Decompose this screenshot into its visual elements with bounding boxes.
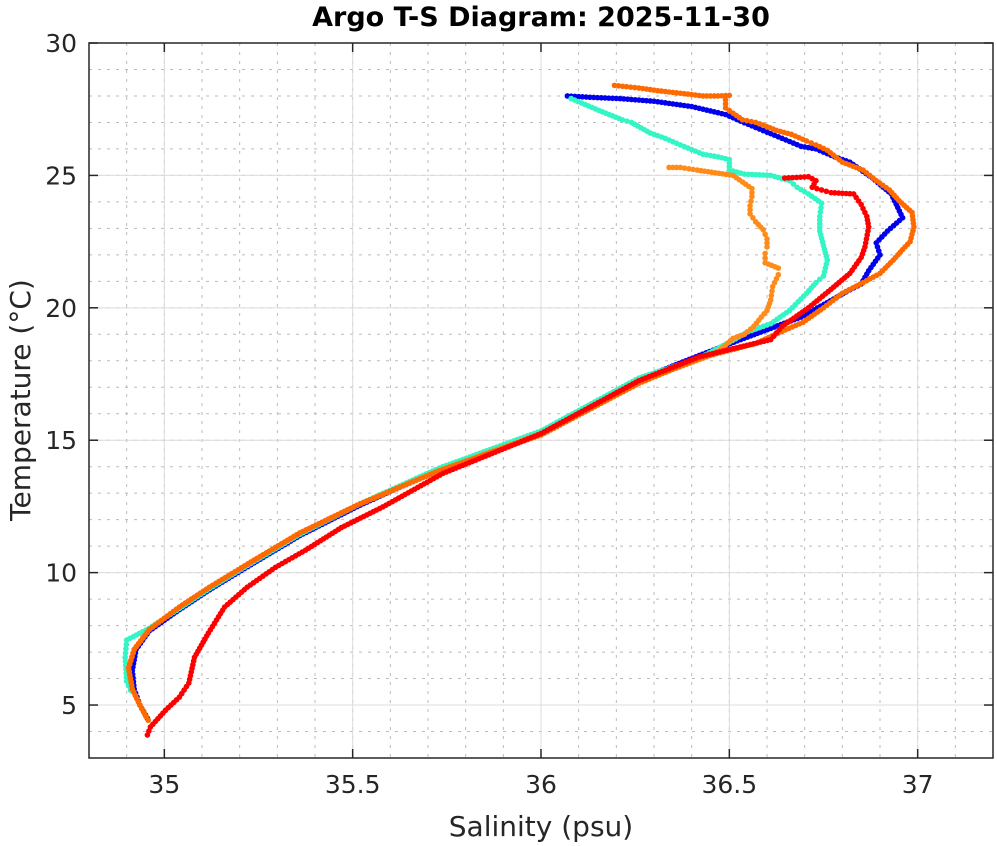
data-point — [749, 185, 755, 192]
data-point — [623, 83, 630, 90]
data-point — [677, 164, 684, 171]
data-point — [781, 175, 788, 181]
data-point — [814, 185, 820, 192]
data-point — [789, 174, 796, 181]
data-point — [739, 116, 746, 123]
data-point — [816, 276, 823, 283]
data-point — [768, 292, 775, 299]
y-axis-label: Temperature (°C) — [4, 279, 37, 522]
data-point — [797, 174, 804, 180]
data-point — [122, 658, 129, 665]
data-point — [627, 84, 634, 90]
data-point — [747, 203, 753, 209]
data-point — [747, 211, 753, 217]
data-point — [145, 717, 151, 723]
series-profile-1 — [129, 93, 906, 722]
data-point — [775, 265, 782, 271]
data-point — [801, 174, 808, 180]
data-point — [744, 117, 750, 124]
data-point — [820, 273, 827, 279]
data-point — [764, 240, 770, 246]
data-point — [762, 231, 768, 238]
data-point — [817, 209, 824, 215]
data-point — [123, 645, 129, 652]
data-point — [144, 732, 151, 738]
series-profile-5 — [144, 173, 872, 738]
grid — [88, 42, 994, 759]
data-point — [790, 181, 797, 187]
data-point — [122, 654, 128, 661]
data-point — [803, 138, 810, 144]
data-point — [686, 165, 692, 172]
data-point — [785, 175, 792, 181]
y-tick-label: 25 — [45, 161, 77, 190]
chart-title: Argo T-S Diagram: 2025-11-30 — [312, 2, 770, 33]
data-point — [769, 288, 775, 294]
y-tick-label: 15 — [45, 426, 77, 455]
data-point — [122, 650, 129, 656]
data-point — [762, 255, 768, 261]
data-point — [818, 204, 824, 211]
data-point — [818, 200, 825, 207]
data-point — [619, 116, 626, 123]
data-point — [747, 207, 753, 213]
data-point — [762, 250, 768, 257]
data-point — [624, 118, 630, 124]
data-point — [749, 193, 755, 200]
data-point — [764, 244, 770, 250]
data-point — [748, 118, 755, 125]
data-point — [123, 641, 130, 648]
data-point — [808, 140, 815, 146]
x-tick-label: 36.5 — [701, 770, 757, 799]
data-point — [769, 283, 776, 290]
data-point — [749, 189, 755, 196]
data-point — [722, 97, 729, 103]
data-point — [764, 236, 770, 242]
x-axis-label: Salinity (psu) — [449, 810, 633, 843]
data-point — [681, 165, 688, 171]
data-point — [823, 188, 830, 195]
data-points — [122, 82, 917, 738]
data-point — [722, 101, 729, 107]
x-tick-label: 37 — [902, 770, 934, 799]
y-tick-label: 20 — [45, 294, 77, 323]
data-point — [631, 84, 638, 91]
ticks: 35 35.5 36 36.5 37 5 10 15 20 25 30 — [45, 29, 993, 799]
data-point — [726, 92, 733, 99]
x-tick-label: 36 — [525, 770, 557, 799]
x-tick-label: 35 — [148, 770, 180, 799]
y-tick-label: 10 — [45, 559, 77, 588]
data-point — [809, 184, 815, 191]
data-point — [818, 187, 825, 193]
data-point — [760, 226, 767, 233]
data-point — [793, 174, 800, 181]
data-point — [748, 198, 754, 205]
data-point — [690, 166, 696, 173]
y-tick-label: 30 — [45, 29, 77, 58]
x-tick-label: 35.5 — [325, 770, 381, 799]
data-point — [123, 637, 130, 643]
series-profile-3 — [125, 164, 782, 723]
data-point — [750, 214, 756, 221]
y-tick-label: 5 — [61, 691, 77, 720]
